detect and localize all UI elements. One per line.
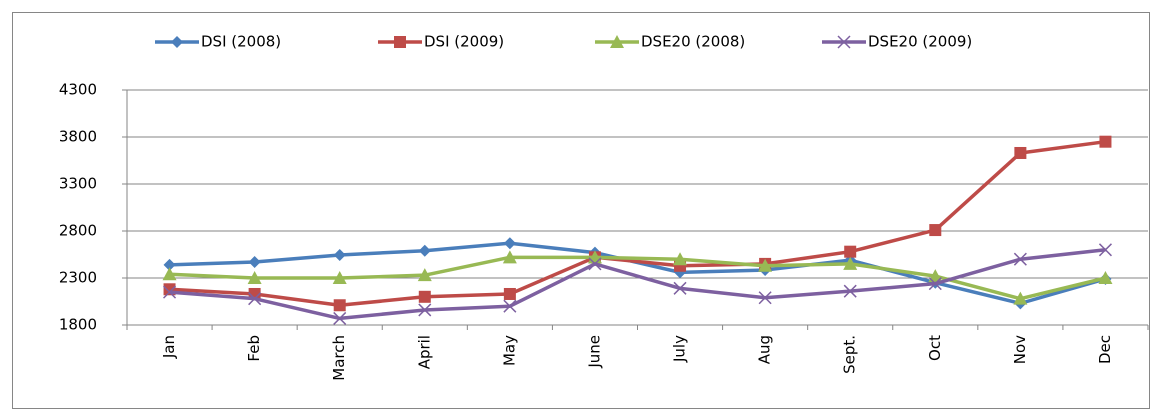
x-tick-label: Sept. bbox=[841, 335, 859, 374]
x-tick-label: Aug bbox=[756, 335, 774, 364]
point bbox=[503, 237, 516, 250]
point bbox=[503, 287, 516, 300]
point bbox=[588, 257, 602, 271]
line bbox=[169, 248, 1106, 321]
legend-item: DSE20 (2008) bbox=[595, 33, 745, 51]
point bbox=[502, 250, 517, 264]
y-tick-label: 2800 bbox=[59, 222, 97, 240]
point bbox=[503, 299, 517, 313]
point bbox=[248, 292, 262, 306]
legend-label: DSE20 (2009) bbox=[868, 33, 972, 51]
point bbox=[673, 252, 688, 266]
x-tick-label: March bbox=[330, 335, 348, 381]
point bbox=[171, 36, 183, 48]
point bbox=[844, 245, 857, 258]
x-tick-label: Feb bbox=[245, 335, 263, 362]
point bbox=[837, 35, 851, 49]
legend-item: DSE20 (2009) bbox=[822, 33, 972, 51]
point bbox=[1013, 291, 1028, 305]
point bbox=[163, 258, 176, 271]
point bbox=[417, 268, 432, 282]
y-tick-label: 3800 bbox=[59, 128, 97, 146]
point bbox=[1013, 252, 1027, 266]
point bbox=[247, 271, 262, 284]
x-tick-label: Nov bbox=[1011, 335, 1029, 364]
x-tick-label: Jan bbox=[160, 335, 178, 359]
y-tick-label: 4300 bbox=[59, 81, 97, 99]
y-tick-label: 2300 bbox=[59, 269, 97, 287]
legend-label: DSI (2008) bbox=[201, 33, 281, 51]
legend-label: DSI (2009) bbox=[424, 33, 504, 51]
point bbox=[162, 267, 177, 281]
point bbox=[333, 299, 346, 312]
x-tick-label: May bbox=[500, 335, 518, 366]
point bbox=[1098, 271, 1113, 284]
x-tick-label: Dec bbox=[1096, 335, 1114, 364]
point bbox=[163, 285, 177, 299]
y-tick-label: 3300 bbox=[59, 175, 97, 193]
x-tick-label: June bbox=[585, 335, 603, 369]
x-tick-label: July bbox=[671, 335, 689, 363]
x-tick-label: Oct bbox=[926, 335, 944, 361]
point bbox=[843, 256, 858, 270]
point bbox=[928, 277, 942, 291]
point bbox=[928, 269, 943, 283]
point bbox=[333, 248, 346, 261]
point bbox=[843, 284, 857, 298]
x-tick-label: April bbox=[415, 335, 433, 369]
y-tick-label: 1800 bbox=[59, 316, 97, 334]
legend-item: DSI (2008) bbox=[155, 33, 281, 51]
line bbox=[169, 139, 1106, 308]
point bbox=[610, 35, 624, 48]
point bbox=[418, 290, 431, 303]
point bbox=[1099, 135, 1112, 148]
point bbox=[333, 311, 347, 325]
point bbox=[332, 271, 347, 284]
point bbox=[418, 303, 432, 317]
point bbox=[248, 256, 261, 269]
point bbox=[1014, 146, 1027, 159]
series bbox=[163, 243, 1112, 325]
point bbox=[929, 224, 942, 237]
point bbox=[1098, 243, 1112, 257]
point bbox=[673, 281, 687, 295]
chart-frame bbox=[12, 12, 1150, 409]
point bbox=[758, 291, 772, 305]
point bbox=[758, 258, 773, 272]
point bbox=[418, 244, 431, 257]
legend-label: DSE20 (2008) bbox=[641, 33, 745, 51]
point bbox=[394, 36, 406, 48]
legend-item: DSI (2009) bbox=[378, 33, 504, 51]
